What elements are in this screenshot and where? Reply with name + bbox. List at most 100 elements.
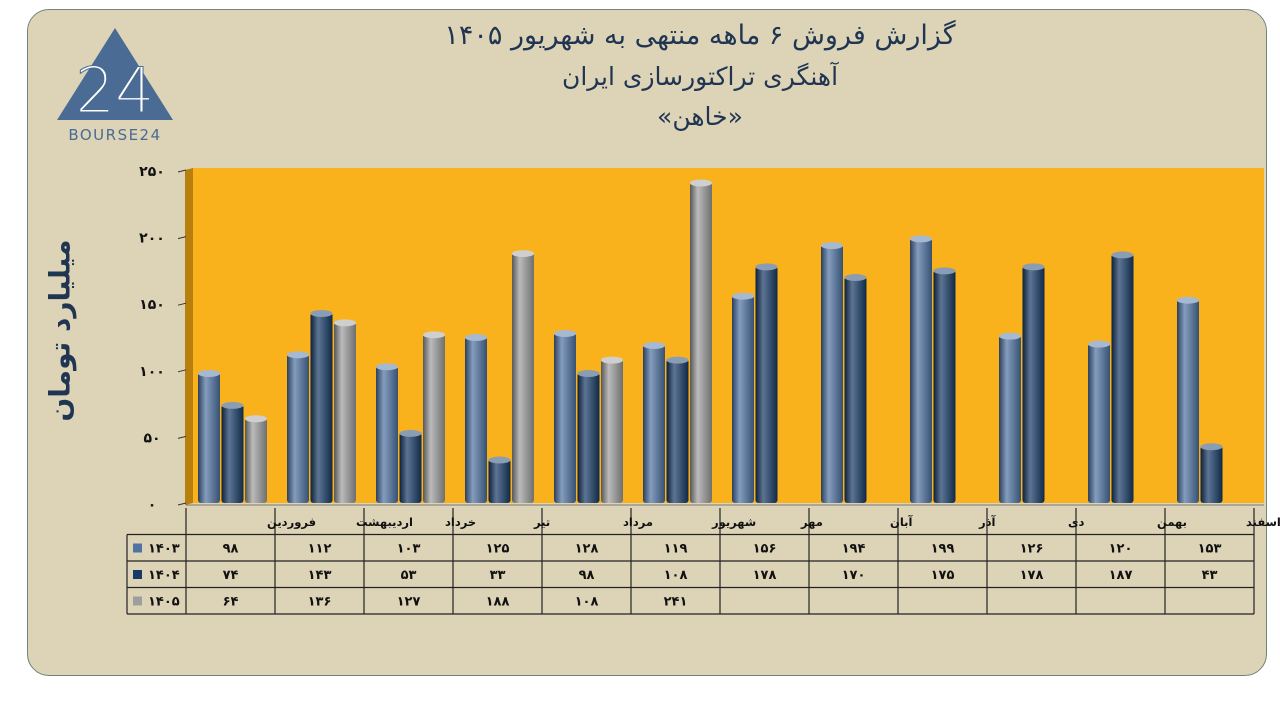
table-cell-value: ۱۸۷ <box>1109 568 1133 583</box>
logo-text: BOURSE24 <box>68 126 161 144</box>
category-label: فروردین <box>267 515 316 530</box>
table-cell-value: ۱۷۵ <box>931 568 955 583</box>
bar-1 <box>1177 299 1199 503</box>
legend-key-۱۴۰۳ <box>133 543 142 553</box>
bar-top <box>732 292 754 300</box>
bar-3 <box>245 417 267 503</box>
chart-title-line-2: آهنگری تراکتورسازی ایران <box>561 62 839 91</box>
bar-1 <box>554 332 576 503</box>
bar-2 <box>666 359 689 503</box>
category-label: اسفند <box>1246 515 1280 529</box>
table-cell-value: ۱۰۸ <box>664 568 688 583</box>
bar-2 <box>221 404 244 503</box>
bar-top <box>821 242 843 250</box>
bar-1 <box>732 295 754 503</box>
table-cell-value: ۲۴۱ <box>664 595 688 610</box>
bar-1 <box>465 336 487 503</box>
bar-2 <box>755 265 778 503</box>
category-label: اردیبهشت <box>356 515 413 529</box>
bar-top <box>933 267 956 275</box>
table-cell-value: ۹۸ <box>579 568 595 583</box>
bar-top <box>423 331 445 339</box>
bar-top <box>376 363 398 371</box>
y-tick-label: ۲۰۰ <box>139 231 165 247</box>
table-cell-value: ۱۵۳ <box>1198 542 1222 557</box>
table-cell-value: ۹۸ <box>223 542 239 557</box>
category-label: تیر <box>533 515 550 529</box>
bar-top <box>287 351 309 359</box>
category-label: آبان <box>890 515 913 529</box>
bar-top <box>1088 340 1110 348</box>
table-cell-value: ۱۲۶ <box>1020 542 1044 557</box>
bar-top <box>1177 296 1199 304</box>
table-cell-value: ۴۳ <box>1202 568 1218 583</box>
table-cell-value: ۶۴ <box>223 595 239 610</box>
bar-1 <box>910 237 932 503</box>
bar-top <box>755 263 778 271</box>
table-cell-value: ۱۱۹ <box>664 542 688 557</box>
bar-1 <box>821 244 843 504</box>
bar-3 <box>512 252 534 503</box>
bar-top <box>488 456 511 464</box>
bar-2 <box>1111 253 1134 503</box>
table-cell-value: ۱۳۶ <box>308 595 332 610</box>
bar-2 <box>399 432 422 503</box>
bar-2 <box>577 372 600 503</box>
logo-triangle <box>57 28 173 120</box>
bourse24-logo: 24 BOURSE24 <box>57 28 173 144</box>
legend-series-name: ۱۴۰۴ <box>148 568 180 583</box>
legend-key-۱۴۰۴ <box>133 570 142 579</box>
bar-3 <box>423 333 445 503</box>
plot-side-wall <box>185 168 193 505</box>
bar-top <box>1200 443 1223 451</box>
bar-top <box>245 415 267 423</box>
table-cell-value: ۳۳ <box>490 568 506 583</box>
bar-top <box>690 179 712 187</box>
bar-top <box>601 356 623 364</box>
table-cell-value: ۵۳ <box>401 568 417 583</box>
y-tick-label: ۲۵۰ <box>139 164 165 180</box>
y-tick-mark <box>177 169 187 173</box>
bar-3 <box>690 181 712 503</box>
bar-top <box>198 369 220 377</box>
y-tick-mark <box>177 502 187 506</box>
bar-top <box>643 341 665 349</box>
category-label: آذر <box>978 515 997 529</box>
y-tick-label: ۵۰ <box>143 430 160 446</box>
category-label: دی <box>1068 515 1085 529</box>
table-cell-value: ۱۰۸ <box>575 595 599 610</box>
bar-1 <box>1088 343 1110 503</box>
y-tick-mark <box>177 369 187 373</box>
y-tick-label: ۰ <box>148 497 157 513</box>
bar-1 <box>376 365 398 503</box>
legend-series-name: ۱۴۰۵ <box>148 595 180 610</box>
y-tick-mark <box>177 435 187 439</box>
table-cell-value: ۱۵۶ <box>753 542 777 557</box>
bar-top <box>910 235 932 243</box>
plot-area <box>193 168 1264 503</box>
y-tick-mark <box>177 302 187 306</box>
category-label: شهریور <box>711 515 756 530</box>
table-cell-value: ۱۰۳ <box>397 542 421 557</box>
bar-3 <box>601 359 623 503</box>
bar-top <box>334 319 356 327</box>
bar-top <box>399 429 422 437</box>
chart-title-line-3: «خاهن» <box>657 102 743 131</box>
legend-key-۱۴۰۵ <box>133 596 142 606</box>
table-cell-value: ۱۴۳ <box>308 568 332 583</box>
table-cell-value: ۱۲۵ <box>486 542 510 557</box>
y-tick-label: ۱۰۰ <box>139 364 165 380</box>
table-cell-value: ۱۷۸ <box>753 568 777 583</box>
table-cell-value: ۱۹۴ <box>842 542 866 557</box>
bar-top <box>310 310 333 318</box>
bar-2 <box>310 312 333 503</box>
table-cell-value: ۱۷۰ <box>842 568 866 583</box>
y-tick-label: ۱۵۰ <box>139 297 165 313</box>
bar-2 <box>933 269 956 503</box>
bar-top <box>512 250 534 258</box>
bar-2 <box>1022 265 1045 503</box>
bar-top <box>577 369 600 377</box>
bar-top <box>1111 251 1134 259</box>
table-cell-value: ۱۹۹ <box>931 542 955 557</box>
